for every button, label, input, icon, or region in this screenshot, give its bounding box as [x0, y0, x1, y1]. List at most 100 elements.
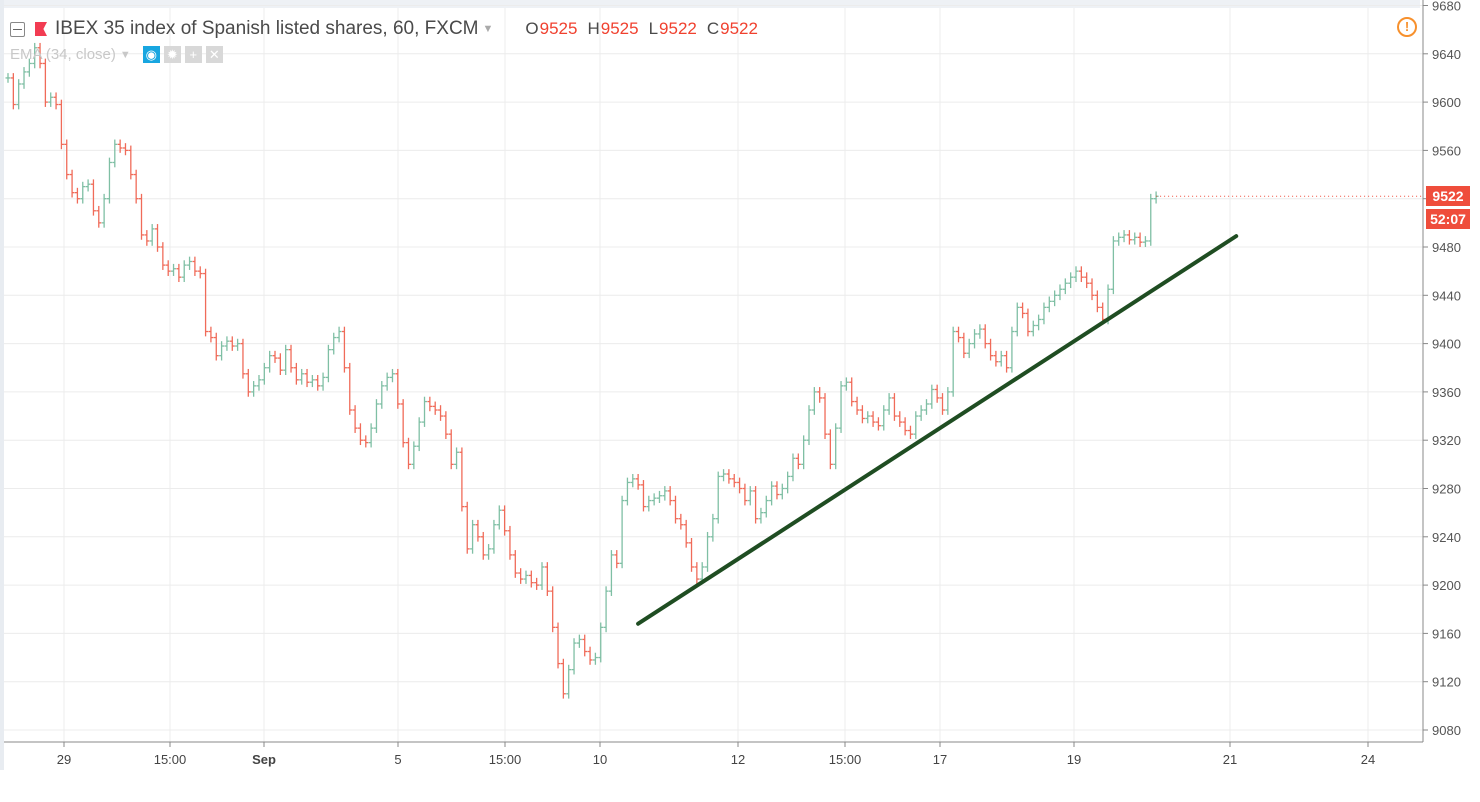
- ohlc-bar: [53, 92, 59, 110]
- time-tick-label: 15:00: [829, 752, 862, 767]
- ohlc-bar: [988, 338, 994, 361]
- ohlc-bar: [1094, 290, 1100, 313]
- price-tick-label: 9360: [1432, 385, 1461, 400]
- ohlc-bar: [1020, 302, 1026, 319]
- ohlc-bar: [507, 525, 513, 560]
- close-icon[interactable]: ✕: [205, 46, 223, 63]
- ohlc-open-key: O: [525, 19, 539, 38]
- ohlc-bar: [1052, 290, 1058, 307]
- ohlc-bar: [945, 387, 951, 415]
- ohlc-bar: [5, 73, 11, 83]
- ohlc-bar: [267, 350, 273, 373]
- ohlc-bar: [357, 423, 363, 446]
- ohlc-bar: [304, 368, 310, 388]
- time-tick-label: 15:00: [489, 752, 522, 767]
- ohlc-bar: [69, 169, 75, 198]
- ohlc-bar: [1078, 266, 1084, 283]
- ohlc-bar: [245, 368, 251, 397]
- ohlc-bar: [539, 562, 545, 590]
- warning-icon[interactable]: !: [1397, 17, 1417, 37]
- ohlc-bar: [299, 368, 305, 385]
- ohlc-bar: [470, 519, 476, 554]
- ohlc-bar: [608, 550, 614, 596]
- ohlc-bar: [438, 405, 444, 421]
- ohlc-bar: [1009, 326, 1015, 373]
- ohlc-bar: [149, 224, 155, 246]
- ohlc-bar: [1046, 296, 1052, 313]
- ohlc-bar: [827, 429, 833, 470]
- symbol-title[interactable]: IBEX 35 index of Spanish listed shares, …: [55, 18, 479, 39]
- ohlc-bar: [379, 381, 385, 409]
- ohlc-bar: [598, 622, 604, 663]
- price-tick-label: 9200: [1432, 578, 1461, 593]
- ohlc-bar: [400, 399, 406, 448]
- ohlc-close-value: 9522: [720, 19, 758, 38]
- ohlc-bar: [790, 453, 796, 482]
- ohlc-bar: [763, 495, 769, 518]
- ohlc-bar: [1148, 193, 1154, 246]
- ohlc-bar: [363, 435, 369, 448]
- ohlc-bar: [144, 230, 150, 246]
- ohlc-bar: [320, 372, 326, 391]
- ohlc-bar: [475, 519, 481, 542]
- ohlc-bar: [90, 179, 96, 216]
- ohlc-bar: [139, 193, 144, 240]
- collapse-legend-button[interactable]: [10, 21, 25, 37]
- ohlc-bar: [406, 437, 411, 470]
- ohlc-bar: [555, 622, 561, 669]
- ohlc-bar: [929, 384, 935, 409]
- time-tick-label: 19: [1067, 752, 1081, 767]
- ohlc-bar: [1073, 266, 1079, 283]
- ohlc-bar: [870, 411, 876, 427]
- ohlc-bar: [582, 634, 588, 657]
- ohlc-bar: [411, 441, 417, 470]
- ohlc-bar: [897, 411, 903, 427]
- ohlc-bar: [480, 531, 486, 560]
- ohlc-bar: [859, 405, 865, 424]
- time-tick-label: 12: [731, 752, 745, 767]
- time-tick-label: 17: [933, 752, 947, 767]
- ohlc-bar: [10, 73, 16, 110]
- ohlc-bar: [1153, 191, 1159, 204]
- price-tick-label: 9600: [1432, 95, 1461, 110]
- ohlc-bar: [779, 483, 785, 500]
- ohlc-bar: [833, 423, 839, 470]
- time-tick-label: 21: [1223, 752, 1237, 767]
- time-tick-label: 24: [1361, 752, 1375, 767]
- price-tick-label: 9280: [1432, 482, 1461, 497]
- ohlc-bar: [240, 338, 246, 379]
- ohlc-bar: [534, 577, 540, 590]
- ohlc-bar: [395, 368, 401, 409]
- plus-icon[interactable]: +: [184, 46, 202, 63]
- ohlc-bar: [886, 393, 892, 415]
- ohlc-bar: [801, 435, 807, 470]
- ohlc-bar: [854, 396, 860, 415]
- ohlc-bar: [843, 377, 849, 391]
- ohlc-bar: [603, 586, 609, 633]
- ohlc-bar: [1089, 278, 1095, 301]
- bar-countdown-label: 52:07: [1426, 209, 1470, 229]
- ohlc-bar: [640, 480, 646, 512]
- indicator-label[interactable]: EMA (34, close): [10, 46, 116, 63]
- ohlc-bar: [427, 396, 433, 412]
- gear-icon[interactable]: ✹: [163, 46, 181, 63]
- price-tick-label: 9080: [1432, 723, 1461, 738]
- ohlc-bar: [1014, 302, 1020, 337]
- price-tick-label: 9160: [1432, 626, 1461, 641]
- ohlc-bar: [998, 350, 1004, 367]
- ohlc-bar: [283, 344, 289, 375]
- ohlc-bar: [272, 350, 278, 363]
- ohlc-bar: [165, 260, 171, 276]
- ohlc-bar: [368, 423, 374, 448]
- chart-legend: IBEX 35 index of Spanish listed shares, …: [10, 18, 758, 40]
- ohlc-bar: [667, 486, 673, 506]
- ohlc-low-key: L: [648, 19, 659, 38]
- eye-icon[interactable]: ◉: [142, 46, 160, 63]
- chevron-down-icon[interactable]: ▼: [119, 48, 131, 61]
- chevron-down-icon[interactable]: ▼: [482, 23, 494, 35]
- ohlc-bar: [42, 58, 48, 107]
- ohlc-bar: [891, 393, 897, 421]
- ohlc-bar: [822, 393, 828, 439]
- ohlc-bar: [347, 362, 353, 415]
